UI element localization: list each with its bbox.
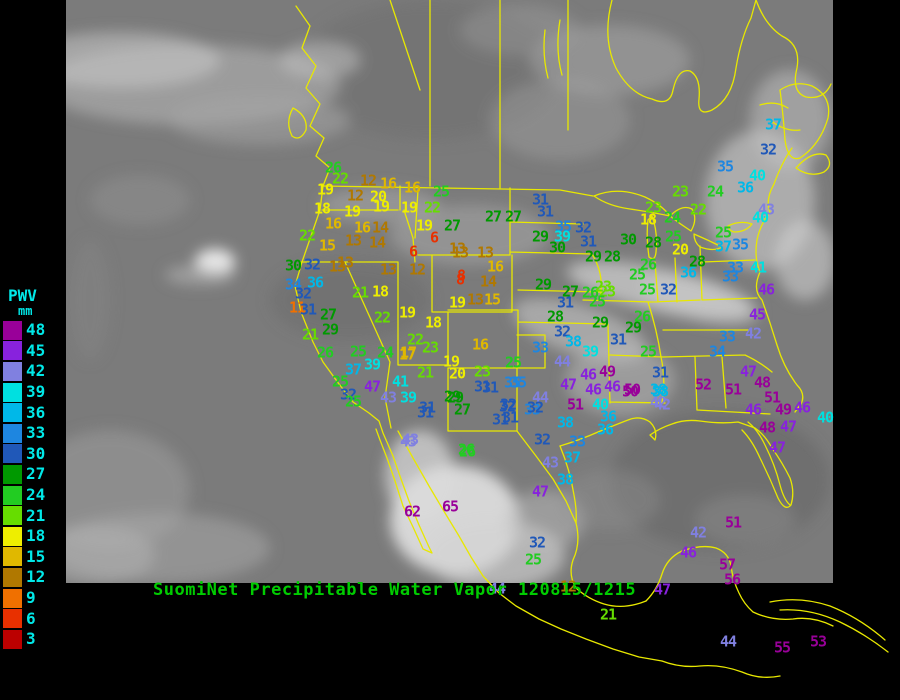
- legend-color-swatch: [2, 525, 23, 547]
- legend-entry: 48: [2, 319, 62, 341]
- legend-color-swatch: [2, 340, 23, 362]
- geographic-outlines: [288, 0, 889, 678]
- texas-gulf-coast: [559, 445, 647, 608]
- vancouver-island: [288, 107, 307, 139]
- legend-value-label: 42: [26, 361, 46, 381]
- legend-entry: 30: [2, 443, 62, 465]
- legend-entry: 42: [2, 360, 62, 382]
- legend-entry: 21: [2, 505, 62, 527]
- legend-entry: 9: [2, 587, 62, 609]
- yucatan-coastline: [645, 545, 834, 627]
- pacific-coastline: [294, 5, 433, 554]
- legend-value-label: 24: [26, 485, 46, 505]
- florida-coastline: [747, 421, 791, 506]
- legend-value-label: 36: [26, 402, 46, 422]
- atlantic-coastline: [755, 147, 804, 413]
- lake-huron: [669, 206, 696, 232]
- legend-entry: 12: [2, 566, 62, 588]
- legend-color-swatch: [2, 608, 23, 630]
- rio-grande-border: [516, 430, 577, 524]
- legend-color-swatch: [2, 381, 23, 403]
- legend-value-label: 30: [26, 443, 46, 463]
- lake-michigan: [646, 215, 658, 260]
- legend-color-swatch: [2, 484, 23, 506]
- cuba-coastline: [769, 599, 889, 653]
- legend-value-label: 15: [26, 546, 46, 566]
- map-title: SuomiNet Precipitable Water Vapor 120815…: [153, 580, 636, 600]
- legend-value-label: 9: [26, 588, 36, 608]
- legend-rows: 48 45 42 39 36 33 30 27 24 21 18 15 12 9 6 3: [2, 319, 62, 650]
- state-borders: [299, 185, 773, 432]
- legend-color-swatch: [2, 463, 23, 485]
- legend-entry: 27: [2, 463, 62, 485]
- legend-entry: 33: [2, 422, 62, 444]
- st-lawrence: [759, 102, 801, 131]
- pwv-legend: PWV mm 48 45 42 39 36 33 30 27 24 21 18 15 12 9 6 3: [2, 288, 62, 650]
- central-america-coastline: [661, 660, 781, 678]
- legend-color-swatch: [2, 628, 23, 650]
- legend-value-label: 33: [26, 423, 46, 443]
- lake-erie: [693, 233, 723, 251]
- legend-value-label: 39: [26, 382, 46, 402]
- hudson-bay: [607, 0, 757, 113]
- legend-entry: 3: [2, 628, 62, 650]
- legend-color-swatch: [2, 422, 23, 444]
- legend-value-label: 27: [26, 464, 46, 484]
- legend-value-label: 21: [26, 505, 46, 525]
- legend-value-label: 48: [26, 320, 46, 340]
- legend-entry: 36: [2, 402, 62, 424]
- legend-unit: mm: [18, 304, 33, 318]
- legend-color-swatch: [2, 566, 23, 588]
- newfoundland: [779, 83, 830, 160]
- legend-value-label: 6: [26, 608, 36, 628]
- legend-color-swatch: [2, 443, 23, 465]
- legend-entry: 18: [2, 525, 62, 547]
- legend-color-swatch: [2, 505, 23, 527]
- legend-color-swatch: [2, 319, 23, 341]
- legend-color-swatch: [2, 546, 23, 568]
- legend-color-swatch: [2, 587, 23, 609]
- legend-entry: 6: [2, 608, 62, 630]
- legend-entry: 45: [2, 340, 62, 362]
- mexico-west-coastline: [397, 430, 663, 662]
- map-title-text: SuomiNet Precipitable Water Vapor: [153, 580, 508, 600]
- legend-value-label: 18: [26, 526, 46, 546]
- legend-value-label: 12: [26, 567, 46, 587]
- us-gulf-coastline: [559, 417, 794, 508]
- quebec-coastline: [755, 0, 832, 99]
- legend-entry: 15: [2, 546, 62, 568]
- legend-value-label: 3: [26, 629, 36, 649]
- legend-value-label: 45: [26, 340, 46, 360]
- map-title-datetime: 120815/1215: [518, 580, 637, 600]
- legend-color-swatch: [2, 402, 23, 424]
- legend-entry: 24: [2, 484, 62, 506]
- lake-ontario: [727, 221, 753, 233]
- legend-entry: 39: [2, 381, 62, 403]
- canada-province-borders: [389, 0, 569, 189]
- legend-color-swatch: [2, 360, 23, 382]
- legend-title: PWV: [8, 286, 37, 305]
- satellite-imagery: [66, 0, 833, 583]
- nova-scotia: [795, 153, 831, 175]
